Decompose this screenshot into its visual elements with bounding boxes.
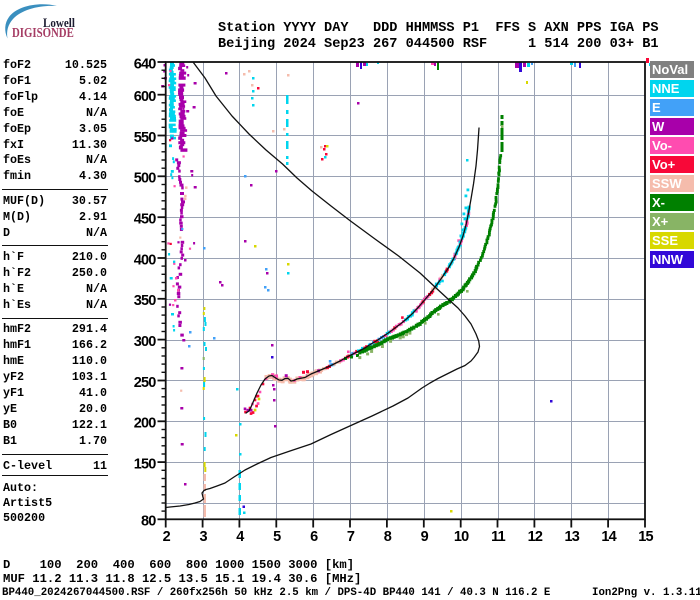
svg-text:13: 13 — [565, 529, 580, 545]
svg-text:400: 400 — [134, 252, 157, 268]
svg-text:9: 9 — [421, 529, 429, 545]
svg-text:11: 11 — [491, 529, 505, 545]
svg-text:300: 300 — [134, 334, 157, 350]
svg-text:10: 10 — [454, 529, 469, 545]
svg-text:8: 8 — [384, 529, 392, 545]
svg-text:640: 640 — [134, 56, 157, 72]
svg-text:150: 150 — [134, 457, 157, 473]
svg-text:5: 5 — [273, 529, 281, 545]
svg-text:500: 500 — [134, 171, 157, 187]
svg-text:3: 3 — [199, 529, 207, 545]
svg-text:450: 450 — [134, 212, 157, 228]
svg-text:14: 14 — [601, 529, 616, 545]
svg-text:6: 6 — [310, 529, 318, 545]
svg-text:550: 550 — [134, 130, 157, 146]
svg-text:4: 4 — [236, 529, 244, 545]
svg-text:600: 600 — [134, 89, 157, 105]
svg-text:15: 15 — [638, 529, 653, 545]
svg-text:12: 12 — [528, 529, 543, 545]
svg-text:200: 200 — [134, 416, 157, 432]
svg-text:2: 2 — [163, 529, 171, 545]
svg-text:80: 80 — [141, 514, 156, 530]
svg-text:250: 250 — [134, 375, 157, 391]
svg-text:350: 350 — [134, 293, 157, 309]
svg-text:7: 7 — [347, 529, 355, 545]
